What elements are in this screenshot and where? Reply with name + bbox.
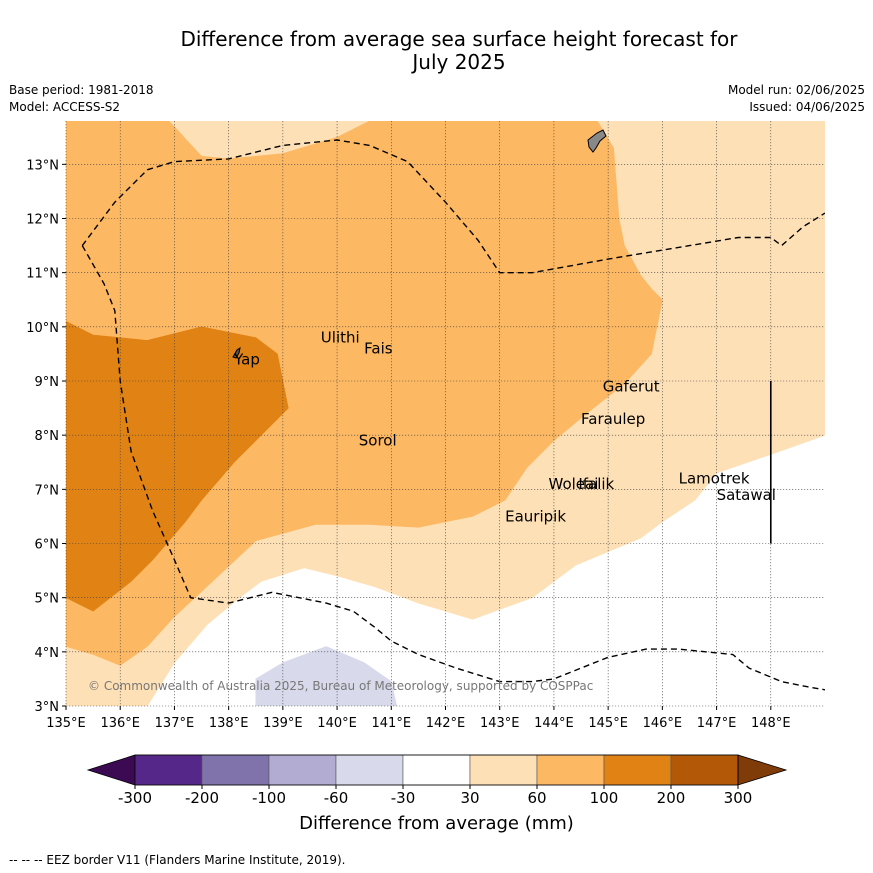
colorbar-max-extension [737, 754, 788, 786]
colorbar-tick-label: -60 [324, 789, 349, 807]
anomaly-regions [66, 121, 825, 706]
meta-right: Model run: 02/06/2025 Issued: 04/06/2025 [728, 82, 865, 116]
title-line-2: July 2025 [412, 50, 506, 74]
y-axis-ticks: 3°N 4°N 5°N 6°N 7°N 8°N 9°N 10°N 11°N 12°N 13°N [26, 158, 66, 715]
footer-note: -- -- -- EEZ border V11 (Flanders Marine… [9, 853, 346, 867]
place-label-yap: Yap [233, 350, 260, 368]
place-label-ulithi: Ulithi [321, 329, 360, 347]
model-run: Model run: 02/06/2025 [727, 83, 865, 97]
x-tick-label: 140°E [317, 716, 357, 731]
place-label-woleai: Woleai [549, 475, 599, 493]
y-tick-label: 12°N [26, 213, 59, 228]
colorbar-tick-label: 300 [724, 789, 753, 807]
y-tick-label: 4°N [35, 646, 60, 661]
issued-date: Issued: 04/06/2025 [749, 100, 865, 114]
map-title: Difference from average sea surface heig… [0, 28, 873, 74]
x-tick-label: 143°E [480, 716, 520, 731]
x-tick-label: 141°E [372, 716, 412, 731]
x-tick-label: 137°E [155, 716, 195, 731]
guam-island [587, 129, 607, 153]
yap-island [232, 346, 241, 359]
colorbar-frame [134, 754, 739, 786]
eez-segment-0 [81, 139, 825, 274]
colorbar-tick-label: -30 [391, 789, 416, 807]
model-name: Model: ACCESS-S2 [9, 100, 121, 114]
x-tick-label: 144°E [534, 716, 574, 731]
colorbar: -300 -200 -100 -60 -30 30 60 100 200 300 [86, 754, 788, 807]
eez-border [81, 139, 825, 691]
y-tick-label: 10°N [26, 321, 59, 336]
copyright-text: © Commonwealth of Australia 2025, Bureau… [88, 679, 593, 693]
x-tick-label: 138°E [209, 716, 249, 731]
colorbar-box [402, 754, 471, 786]
x-axis-ticks: 135°E 136°E 137°E 138°E 139°E 140°E 141°E 142°E… [46, 706, 791, 731]
y-tick-label: 9°N [35, 375, 60, 390]
colorbar-box [201, 754, 270, 786]
y-tick-label: 13°N [26, 158, 59, 173]
colorbar-label: Difference from average (mm) [299, 813, 574, 834]
y-tick-label: 7°N [35, 483, 60, 498]
eez-segment-1 [81, 245, 825, 691]
x-tick-label: 139°E [263, 716, 303, 731]
place-label-eauripik: Eauripik [505, 507, 566, 525]
colorbar-tick-label: -200 [185, 789, 219, 807]
x-tick-label: 142°E [426, 716, 466, 731]
place-label-sorol: Sorol [359, 432, 397, 450]
colorbar-tick-label: -100 [252, 789, 286, 807]
y-tick-label: 5°N [35, 592, 60, 607]
region-2 [66, 321, 289, 612]
title-line-1: Difference from average sea surface heig… [180, 27, 738, 51]
y-tick-label: 11°N [26, 267, 59, 282]
colorbar-box [268, 754, 337, 786]
colorbar-tick-label: -300 [118, 789, 152, 807]
place-label-fais: Fais [364, 340, 393, 358]
x-tick-label: 136°E [100, 716, 140, 731]
x-tick-label: 145°E [588, 716, 628, 731]
place-label-lamotrek: Lamotrek [679, 470, 750, 488]
colorbar-min-extension [86, 754, 136, 786]
x-tick-label: 147°E [697, 716, 737, 731]
x-tick-label: 135°E [46, 716, 86, 731]
region-1 [66, 121, 663, 666]
colorbar-box [134, 754, 203, 786]
y-tick-label: 3°N [35, 700, 60, 715]
colorbar-box [536, 754, 605, 786]
region-3 [255, 646, 398, 706]
colorbar-box [335, 754, 404, 786]
colorbar-tick-label: 30 [460, 789, 479, 807]
base-period: Base period: 1981-2018 [9, 83, 154, 97]
colorbar-box [670, 754, 739, 786]
colorbar-tick-label: 200 [657, 789, 686, 807]
colorbar-box [469, 754, 538, 786]
land-shapes [232, 129, 607, 359]
place-label-faraulep: Faraulep [581, 410, 645, 428]
y-tick-label: 8°N [35, 429, 60, 444]
place-label-satawal: Satawal [717, 486, 776, 504]
meta-left: Base period: 1981-2018 Model: ACCESS-S2 [9, 82, 154, 116]
colorbar-tick-label: 60 [527, 789, 546, 807]
y-tick-label: 6°N [35, 538, 60, 553]
place-label-ifalik: Ifalik [578, 475, 614, 493]
place-label-gaferut: Gaferut [603, 377, 660, 395]
colorbar-tick-label: 100 [590, 789, 619, 807]
x-tick-label: 146°E [643, 716, 683, 731]
colorbar-box [603, 754, 672, 786]
x-tick-label: 148°E [751, 716, 791, 731]
